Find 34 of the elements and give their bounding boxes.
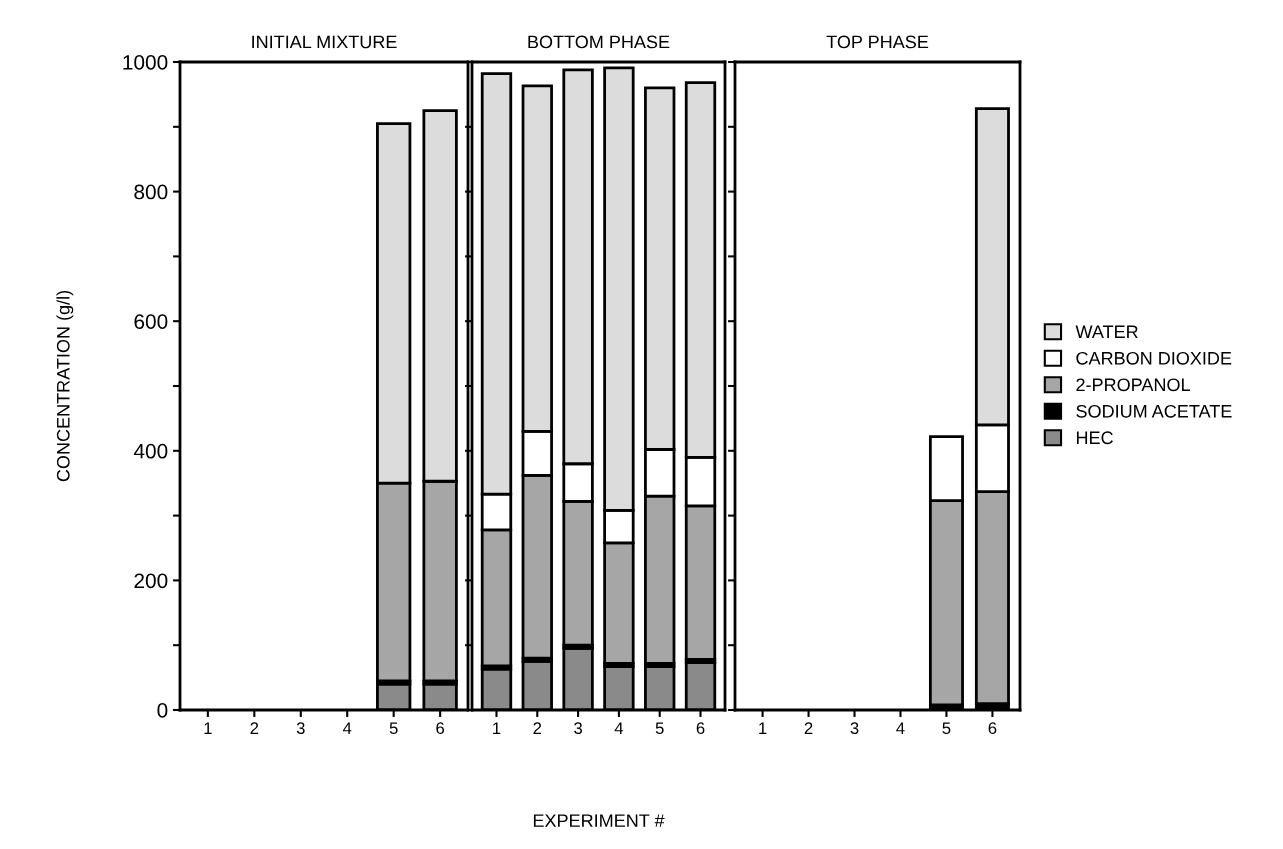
x-tick-label: 2 xyxy=(804,722,813,734)
x-tick-label: 1 xyxy=(759,722,767,734)
x-tick-label: 5 xyxy=(389,722,398,735)
legend-label: WATER xyxy=(1075,325,1138,338)
y-tick-label: 1000 xyxy=(123,55,168,70)
x-axis-title: EXPERIMENT # xyxy=(533,814,665,827)
y-tick-label: 800 xyxy=(134,184,168,200)
y-tick-label: 200 xyxy=(134,573,168,589)
x-tick-label: 4 xyxy=(342,722,352,734)
x-tick-label: 1 xyxy=(204,722,212,734)
x-tick-label: 5 xyxy=(655,722,664,735)
legend-label: CARBON DIOXIDE xyxy=(1076,351,1232,365)
x-tick-label: 1 xyxy=(493,722,501,734)
x-tick-label: 3 xyxy=(574,722,582,735)
y-tick-label: 600 xyxy=(134,314,168,329)
y-tick-label: 0 xyxy=(157,703,168,718)
chart-title: TOP PHASE xyxy=(826,35,929,49)
legend-label: SODIUM ACETATE xyxy=(1076,404,1232,418)
chart-title: INITIAL MIXTURE xyxy=(252,35,397,49)
y-axis-title: CONCENTRATION (g/l) xyxy=(56,290,74,482)
legend-label: HEC xyxy=(1076,431,1113,445)
x-tick-label: 2 xyxy=(533,722,542,734)
x-tick-label: 3 xyxy=(296,722,305,735)
x-tick-label: 4 xyxy=(614,722,624,734)
x-tick-label: 6 xyxy=(988,722,997,735)
x-tick-label: 3 xyxy=(850,722,859,735)
legend-label: 2-PROPANOL xyxy=(1076,378,1190,392)
x-tick-label: 5 xyxy=(942,722,951,735)
x-tick-label: 2 xyxy=(250,722,259,734)
chart-title: BOTTOM PHASE xyxy=(528,35,670,49)
x-tick-label: 6 xyxy=(696,722,705,735)
x-tick-label: 4 xyxy=(896,722,905,734)
x-tick-label: 6 xyxy=(436,722,445,735)
y-tick-label: 400 xyxy=(133,443,168,459)
